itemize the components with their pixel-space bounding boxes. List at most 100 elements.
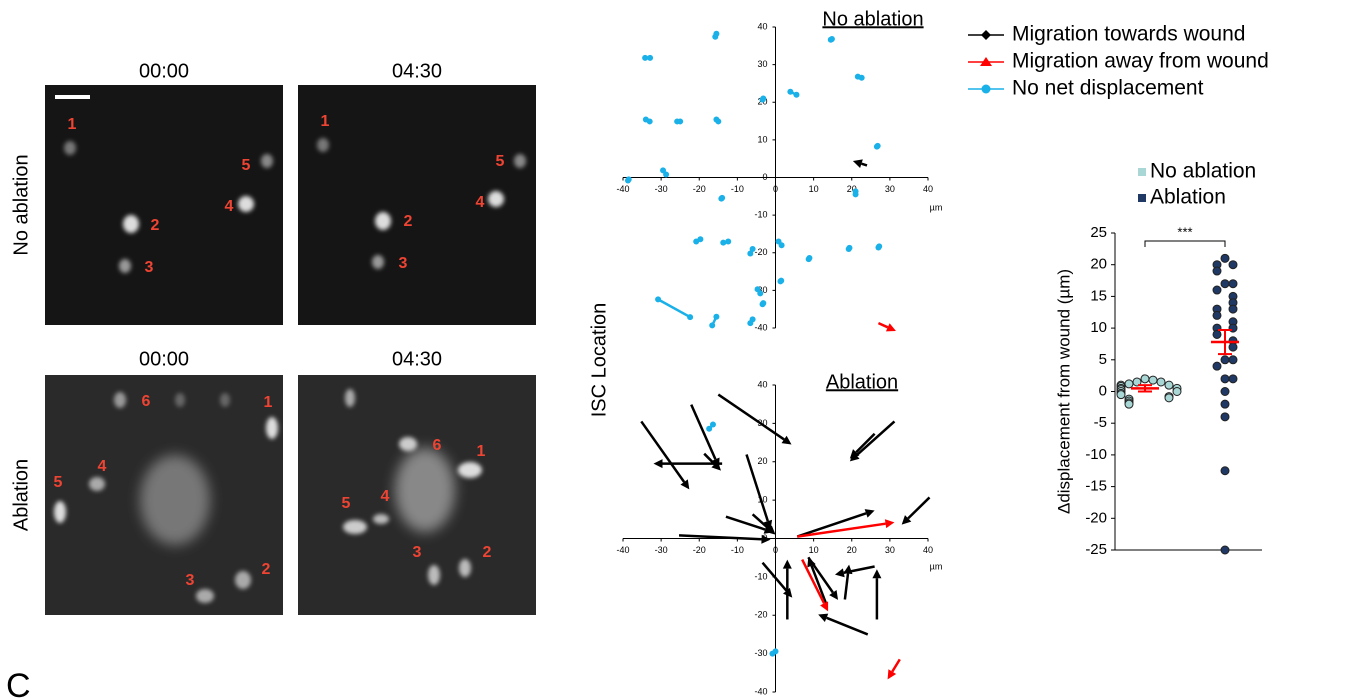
arrow-head <box>820 601 829 612</box>
end-point <box>749 316 756 323</box>
x-tick-label: -40 <box>616 184 629 194</box>
x-tick-label: 40 <box>923 545 933 555</box>
arrow-shaft <box>843 573 850 600</box>
data-point <box>1212 285 1222 295</box>
cell-label: 1 <box>264 394 273 411</box>
cell-label: 1 <box>321 113 330 130</box>
arrow-head <box>885 323 896 332</box>
y-tick-label: 5 <box>1099 351 1107 368</box>
end-point <box>760 95 767 102</box>
end-point <box>760 300 767 307</box>
y-tick-label: 30 <box>757 418 767 428</box>
data-point <box>1220 412 1230 422</box>
end-point <box>713 313 720 320</box>
arrow-shaft <box>810 565 828 606</box>
y-tick-label: 20 <box>1090 256 1107 273</box>
cell-label: 2 <box>262 561 271 578</box>
end-point <box>858 74 865 81</box>
legend-label: Ablation <box>1150 186 1226 209</box>
legend-label: Migration away from wound <box>1012 50 1269 73</box>
start-point <box>720 239 727 246</box>
arrow-shaft <box>861 162 868 167</box>
cell-label: 4 <box>381 488 390 505</box>
arrow-shaft <box>751 513 770 530</box>
y-tick-label: 10 <box>757 495 767 505</box>
x-tick-label: 0 <box>773 184 778 194</box>
data-point <box>1148 375 1158 385</box>
x-tick-label: 0 <box>773 545 778 555</box>
data-point <box>1228 342 1238 352</box>
y-tick-label: 15 <box>1090 287 1107 304</box>
arrow-head <box>864 509 875 518</box>
arrow-head <box>901 515 912 525</box>
end-point <box>749 245 756 252</box>
start-point <box>747 250 754 257</box>
data-point <box>1212 310 1222 320</box>
arrow-head <box>884 519 895 529</box>
significance-bracket <box>1144 240 1226 247</box>
arrow-shaft <box>725 515 766 531</box>
chart-title: No ablation <box>822 8 923 30</box>
y-tick-label: 20 <box>757 456 767 466</box>
data-point <box>1164 393 1174 403</box>
arrow-head <box>843 564 853 575</box>
cell-label: 5 <box>342 495 351 512</box>
displacement-line <box>657 298 691 319</box>
legend-label: No net displacement <box>1012 77 1204 100</box>
row-label: No ablation <box>10 154 32 255</box>
start-point <box>709 322 716 329</box>
data-point <box>1220 399 1230 409</box>
arrow-head <box>872 569 882 579</box>
arrow-head <box>849 449 860 459</box>
y-tick-label: -20 <box>754 610 767 620</box>
legend-marker <box>981 30 991 40</box>
end-point <box>663 171 670 178</box>
y-tick-label: -20 <box>1085 509 1107 526</box>
end-point <box>709 421 716 428</box>
y-tick-label: 40 <box>757 21 767 31</box>
x-tick-label: 30 <box>885 184 895 194</box>
end-point <box>646 118 653 125</box>
end-point <box>715 118 722 125</box>
end-point <box>647 54 654 61</box>
arrow-head <box>680 479 690 490</box>
cell-label: 3 <box>399 255 408 272</box>
micrograph <box>298 375 536 615</box>
y-tick-label: 40 <box>757 379 767 389</box>
arrow-head <box>887 669 897 680</box>
data-point <box>1228 279 1238 289</box>
y-axis-label: Δdisplacement from wound (µm) <box>1054 269 1073 514</box>
data-point <box>1164 380 1174 390</box>
cell-label: 4 <box>476 194 485 211</box>
cell-label: 1 <box>68 116 77 133</box>
arrow-shaft <box>678 534 762 541</box>
y-axis-label: ISC Location <box>588 303 610 418</box>
cell-labels: 1 5 4 2 3 1 5 4 2 3 6 1 4 5 3 2 6 1 5 4 … <box>54 113 505 589</box>
data-point <box>1220 355 1230 365</box>
data-point <box>1220 253 1230 263</box>
end-point <box>778 242 785 249</box>
cell-label: 3 <box>186 572 195 589</box>
cell-label: 2 <box>151 217 160 234</box>
legend-swatch <box>1138 168 1146 176</box>
cell-label: 3 <box>145 259 154 276</box>
data-point <box>1156 377 1166 387</box>
chart-title: Ablation <box>826 371 898 393</box>
end-point <box>846 244 853 251</box>
arrow-shaft <box>761 561 788 592</box>
data-point <box>1212 266 1222 276</box>
arrow-head <box>807 557 816 568</box>
y-tick-label: -30 <box>754 648 767 658</box>
y-tick-label: -10 <box>754 210 767 220</box>
arrow-head <box>781 435 792 445</box>
x-tick-label: 10 <box>809 184 819 194</box>
y-tick-label: -40 <box>754 322 767 332</box>
arrow-head <box>818 613 829 623</box>
end-point <box>778 277 785 284</box>
x-tick-label: -30 <box>655 545 668 555</box>
cell-label: 6 <box>433 437 442 454</box>
data-point <box>1124 379 1134 389</box>
legend-label: Migration towards wound <box>1012 23 1245 46</box>
arrow-head <box>829 589 839 600</box>
arrow-head <box>763 519 773 530</box>
